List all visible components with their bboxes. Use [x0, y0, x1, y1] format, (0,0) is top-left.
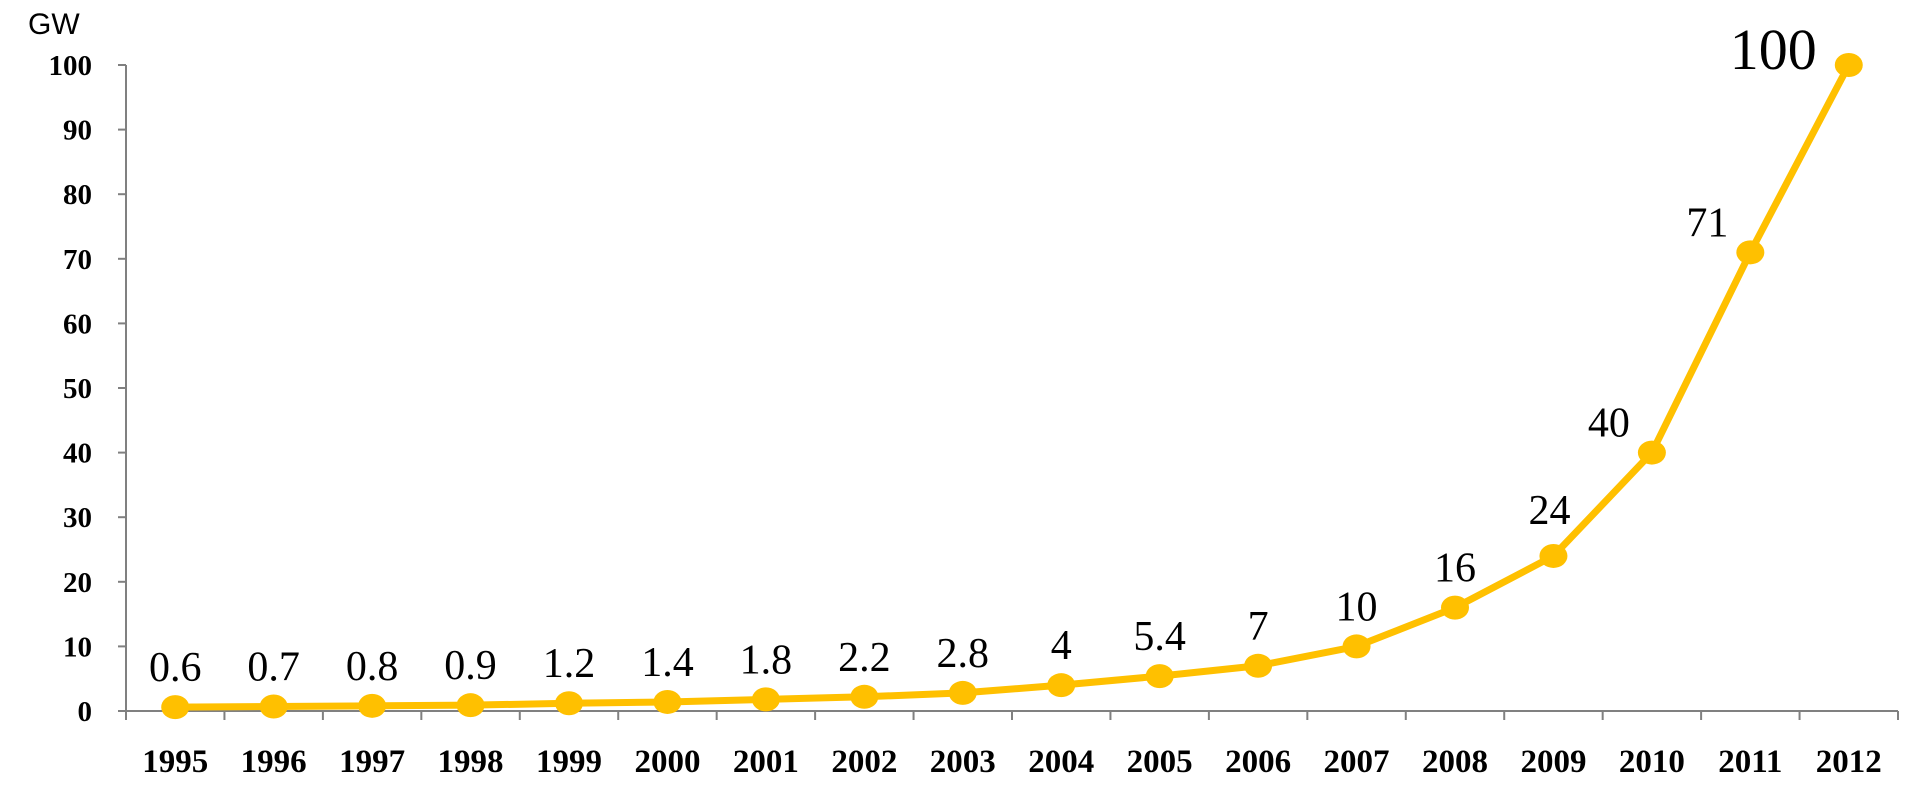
data-point: [948, 680, 977, 705]
x-tick-label: 2007: [1324, 744, 1390, 780]
y-tick-label: 10: [63, 631, 92, 663]
x-tick-label: 2010: [1619, 744, 1685, 780]
x-tick-label: 2002: [831, 744, 897, 780]
data-label: 10: [1336, 584, 1378, 630]
data-label: 0.6: [149, 645, 202, 691]
x-tick-label: 2000: [634, 744, 700, 780]
x-tick-label: 2005: [1127, 744, 1193, 780]
y-tick-label: 100: [49, 50, 93, 82]
y-tick-label: 40: [63, 438, 92, 470]
y-axis: 0 10 20 30 40 50 60 70 80 90 100: [49, 50, 127, 728]
data-point: [259, 694, 288, 719]
data-label: 7: [1248, 604, 1269, 650]
data-point: [1145, 664, 1174, 689]
x-tick-label: 2009: [1520, 744, 1586, 780]
data-label: 5.4: [1133, 614, 1186, 660]
x-tick-label: 2004: [1028, 744, 1094, 780]
data-label: 2.8: [937, 631, 990, 677]
x-tick-label: 2011: [1718, 744, 1782, 780]
data-point: [1047, 673, 1076, 698]
data-point: [1441, 595, 1469, 620]
data-labels-layer: 0.6 0.7 0.8 0.9 1.2 1.4 1.8 2.2 2.8 4 5.4 7 10 16 24 40…: [149, 17, 1817, 691]
data-label: 0.9: [444, 643, 497, 689]
y-tick-label: 80: [63, 179, 92, 211]
x-tick-label: 2008: [1422, 744, 1488, 780]
data-label: 4: [1051, 623, 1072, 669]
y-axis-unit-label: GW: [28, 8, 80, 41]
x-tick-label: 1996: [241, 744, 307, 780]
x-tick-label: 1997: [339, 744, 405, 780]
data-point: [555, 691, 583, 716]
y-tick-label: 30: [63, 502, 92, 534]
data-label: 1.4: [641, 640, 694, 686]
x-axis: 1995 1996 1997 1998 1999 2000 2001 2002 2003 2004…: [125, 710, 1899, 780]
data-label: 100: [1730, 17, 1817, 82]
data-label: 16: [1434, 546, 1476, 592]
data-point: [653, 689, 682, 714]
y-tick-label: 90: [63, 115, 92, 147]
y-tick-label: 70: [63, 244, 92, 276]
y-tick-label: 0: [78, 696, 93, 728]
x-tick-label: 1995: [142, 744, 208, 780]
y-tick-label: 50: [63, 373, 92, 405]
data-point: [1244, 653, 1273, 678]
data-label: 71: [1686, 200, 1728, 246]
data-label: 40: [1588, 401, 1630, 447]
x-tick-label: 2006: [1225, 744, 1291, 780]
data-label: 1.8: [740, 637, 793, 683]
data-point: [161, 695, 190, 720]
data-label: 1.2: [543, 641, 596, 687]
data-point: [850, 684, 879, 709]
data-point: [1342, 634, 1371, 659]
data-point: [751, 687, 780, 712]
data-label: 24: [1528, 488, 1570, 534]
y-tick-label: 60: [63, 308, 92, 340]
data-point: [1637, 440, 1666, 465]
y-tick-label: 20: [63, 567, 92, 599]
data-point: [1539, 543, 1568, 568]
series-layer: [161, 53, 1863, 720]
x-tick-label: 2001: [733, 744, 799, 780]
data-point: [1834, 53, 1863, 77]
data-point: [456, 693, 485, 718]
x-tick-label: 1999: [536, 744, 602, 780]
data-label: 2.2: [838, 635, 891, 681]
data-label: 0.7: [247, 644, 300, 690]
x-tick-label: 2012: [1816, 744, 1882, 780]
series-line: [171, 61, 1853, 711]
x-tick-label: 2003: [930, 744, 996, 780]
data-label: 0.8: [346, 644, 399, 690]
data-point: [1736, 240, 1765, 265]
x-tick-label: 1998: [438, 744, 504, 780]
data-point: [358, 693, 387, 718]
